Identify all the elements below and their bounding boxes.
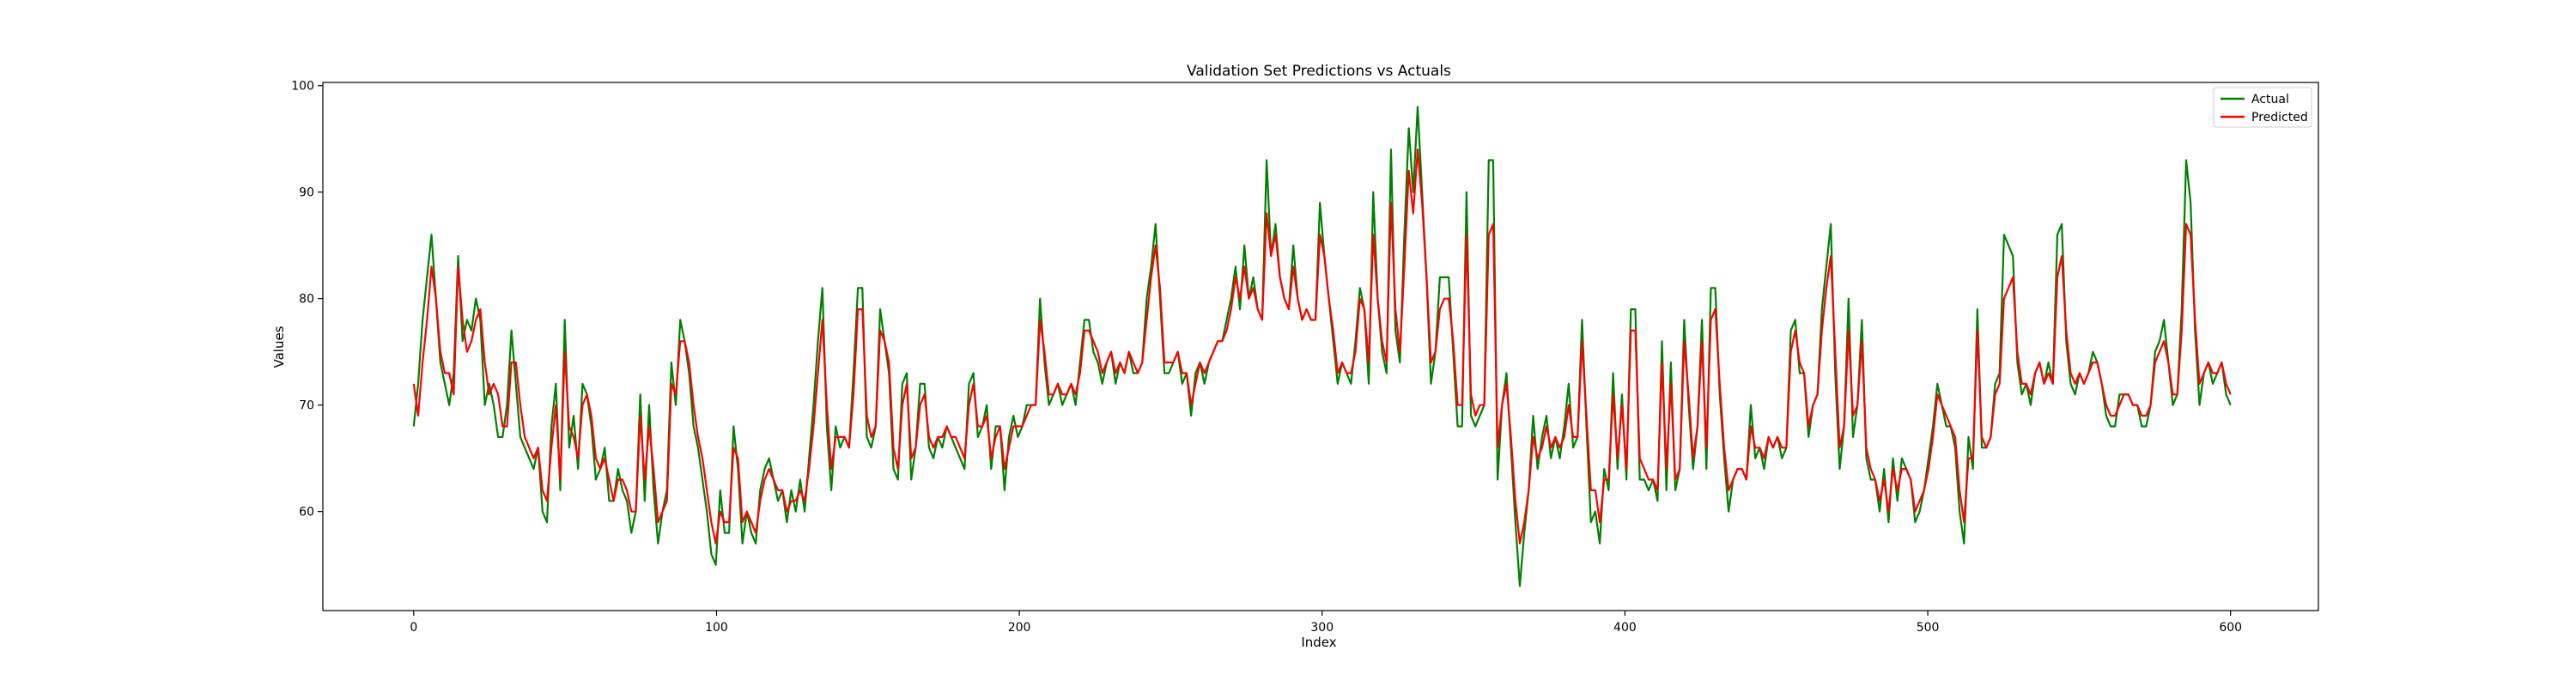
- x-tick-label: 0: [410, 621, 417, 635]
- chart-title: Validation Set Predictions vs Actuals: [1187, 63, 1451, 80]
- y-tick-label: 80: [299, 293, 314, 307]
- y-tick-label: 70: [299, 399, 314, 413]
- y-tick-label: 90: [299, 186, 314, 200]
- x-tick-label: 400: [1613, 621, 1637, 635]
- x-tick-label: 200: [1008, 621, 1031, 635]
- x-tick-label: 600: [2219, 621, 2242, 635]
- x-tick-label: 100: [705, 621, 728, 635]
- legend: Actual Predicted: [2213, 87, 2312, 128]
- plot-area: [322, 82, 2319, 611]
- x-tick-label: 300: [1310, 621, 1334, 635]
- series-line-predicted: [412, 149, 2232, 544]
- legend-label-predicted: Predicted: [2251, 111, 2308, 125]
- y-tick-label: 60: [299, 506, 314, 520]
- y-tick-label: 100: [291, 80, 314, 94]
- x-axis-label: Index: [1301, 635, 1336, 650]
- x-axis: 0 100 200 300 400 500 600: [410, 611, 2242, 635]
- x-tick-label: 500: [1917, 621, 1940, 635]
- series-line-actual: [412, 106, 2232, 587]
- y-axis-label: Values: [271, 325, 287, 368]
- y-axis: 60 70 80 90 100: [291, 80, 323, 520]
- legend-label-actual: Actual: [2251, 93, 2289, 106]
